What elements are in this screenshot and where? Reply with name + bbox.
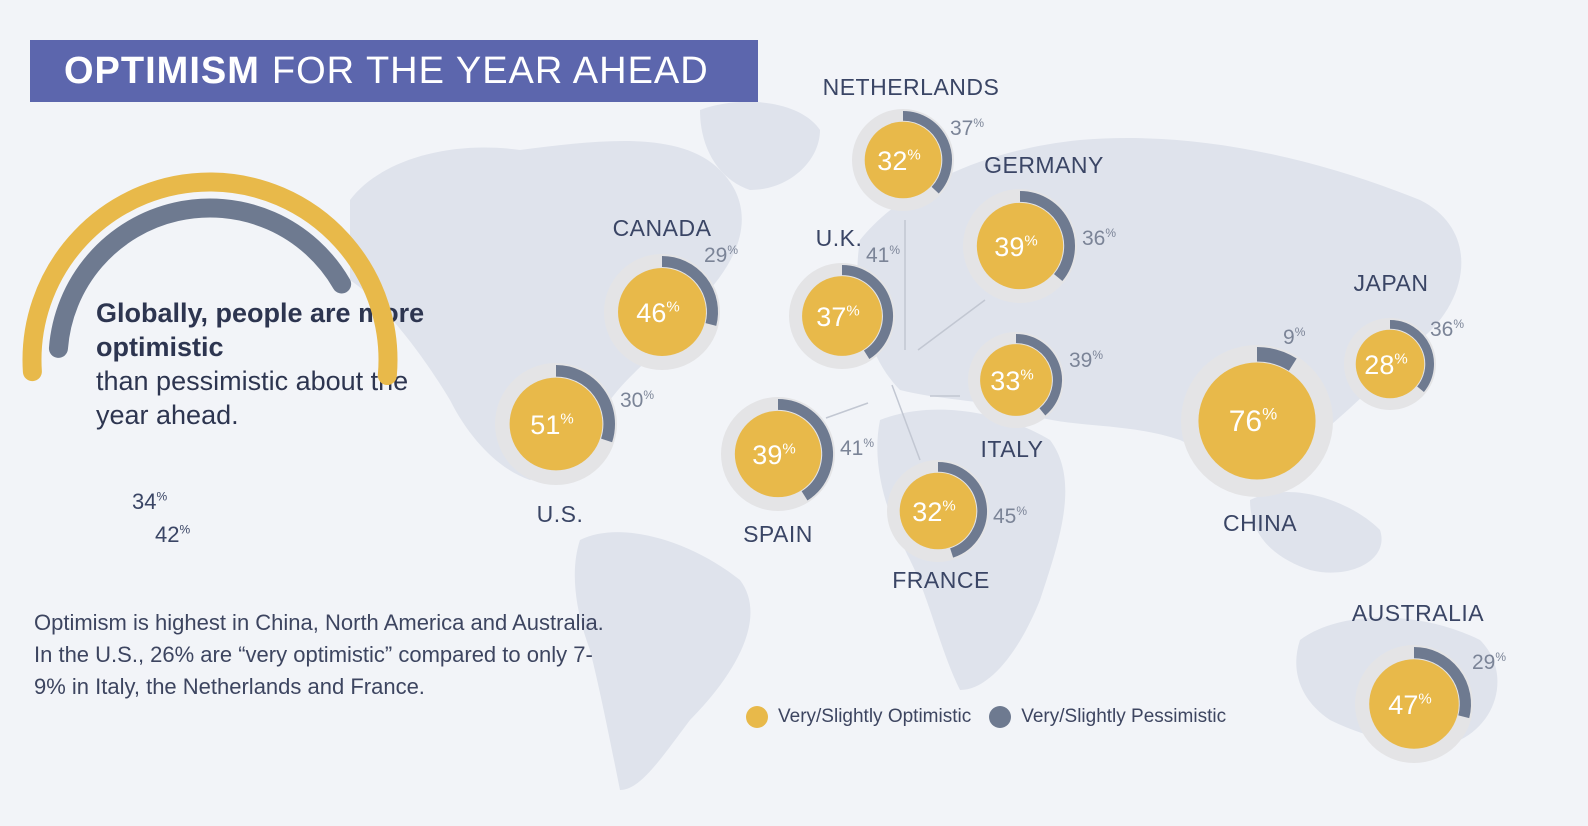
- map-south-america: [574, 532, 751, 790]
- title-banner: OPTIMISM FOR THE YEAR AHEAD: [30, 40, 758, 102]
- leader-line-spain: [825, 402, 869, 419]
- country-label: U.S.: [537, 501, 584, 527]
- country-label: CANADA: [613, 215, 712, 241]
- country-spain: 39% 41% SPAIN: [721, 397, 874, 547]
- country-japan: 28% 36%JAPAN: [1344, 270, 1464, 410]
- optimistic-value: 47%: [1388, 690, 1431, 720]
- pessimistic-arc: [1389, 320, 1434, 393]
- pessimistic-value: 30%: [620, 388, 654, 412]
- optimistic-value: 32%: [912, 497, 955, 527]
- pessimistic-value: 36%: [1430, 317, 1464, 341]
- country-germany: 39% 36% GERMANY: [963, 152, 1116, 303]
- pessimistic-value: 41%: [866, 243, 900, 267]
- headline-rest: than pessimistic about the year ahead.: [96, 366, 409, 430]
- country-label: ITALY: [981, 436, 1044, 462]
- country-australia: 47% 29% AUSTRALIA: [1352, 600, 1506, 763]
- optimistic-circle: [864, 121, 942, 199]
- legend-label-optimistic: Very/Slightly Optimistic: [778, 706, 972, 727]
- optimistic-value: 51%: [530, 410, 573, 440]
- pessimistic-value: 41%: [840, 436, 874, 460]
- optimistic-circle: [1355, 329, 1425, 399]
- map-greenland: [700, 101, 820, 190]
- optimistic-circle: [1369, 659, 1459, 749]
- pessimistic-arc: [1256, 347, 1297, 371]
- pessimistic-arc: [1015, 334, 1062, 416]
- optimistic-value: 46%: [636, 298, 679, 328]
- pessimistic-arc: [661, 256, 718, 326]
- optimistic-circle: [802, 276, 882, 356]
- global-arcs: 34%42%: [22, 172, 398, 547]
- pessimistic-value: 9%: [1283, 325, 1306, 349]
- optimistic-circle: [618, 268, 706, 356]
- pessimistic-value: 39%: [1069, 348, 1103, 372]
- optimistic-circle: [976, 202, 1064, 290]
- country-u-k: 37% 41%U.K.: [789, 225, 900, 369]
- leader-line-germany: [917, 299, 986, 351]
- legend-swatch-optimistic: [746, 706, 768, 728]
- pessimistic-value: 29%: [704, 243, 738, 267]
- legend-item-optimistic: Very/Slightly Optimistic: [746, 706, 971, 728]
- pessimistic-value: 37%: [950, 116, 984, 140]
- global-pessimistic-value: 34%: [132, 489, 167, 514]
- global-optimistic-value: 42%: [155, 522, 190, 547]
- map-north-america: [350, 141, 742, 480]
- pessimistic-value: 36%: [1082, 226, 1116, 250]
- country-label: GERMANY: [984, 152, 1104, 178]
- country-label: U.K.: [816, 225, 863, 251]
- leader-lines: [825, 220, 986, 461]
- optimistic-value: 32%: [877, 146, 920, 176]
- country-china: 76% 9% CHINA: [1181, 325, 1333, 536]
- country-italy: 33% 39% ITALY: [968, 332, 1103, 462]
- optimistic-value: 37%: [816, 302, 859, 332]
- pessimistic-arc: [777, 399, 833, 501]
- optimistic-value: 39%: [994, 232, 1037, 262]
- optimistic-value: 76%: [1229, 405, 1278, 438]
- global-optimistic-arc: [22, 172, 398, 386]
- optimistic-circle: [734, 410, 822, 498]
- country-label: JAPAN: [1354, 270, 1429, 296]
- legend-item-pessimistic: Very/Slightly Pessimistic: [989, 706, 1226, 728]
- pessimistic-value: 29%: [1472, 650, 1506, 674]
- country-france: 32% 45% FRANCE: [887, 460, 1027, 593]
- pessimistic-arc: [1019, 191, 1075, 282]
- optimistic-circle: [899, 472, 977, 550]
- legend-label-pessimistic: Very/Slightly Pessimistic: [1021, 706, 1227, 727]
- optimistic-value: 28%: [1364, 350, 1407, 380]
- pessimistic-arc: [1413, 647, 1471, 719]
- pessimistic-arc: [841, 265, 893, 360]
- country-label: FRANCE: [892, 567, 990, 593]
- legend-swatch-pessimistic: [989, 706, 1012, 728]
- country-netherlands: 32% 37% NETHERLANDS: [823, 74, 1000, 211]
- optimistic-value: 39%: [752, 440, 795, 470]
- optimistic-circle: [980, 344, 1052, 416]
- title-rest: FOR THE YEAR AHEAD: [271, 49, 709, 92]
- footnote: Optimism is highest in China, North Amer…: [34, 610, 604, 699]
- leader-line-france: [891, 384, 921, 461]
- pessimistic-arc: [555, 365, 615, 443]
- country-label: SPAIN: [743, 521, 813, 547]
- legend: Very/Slightly Optimistic Very/Slightly P…: [746, 706, 1244, 728]
- map-southeast-asia: [1250, 491, 1382, 573]
- country-label: CHINA: [1223, 510, 1297, 536]
- optimistic-circle: [1198, 362, 1316, 480]
- global-pessimistic-arc: [48, 198, 352, 358]
- pessimistic-arc: [902, 111, 952, 194]
- country-canada: 46% 29%CANADA: [604, 215, 738, 370]
- pessimistic-arc: [937, 462, 987, 558]
- country-label: NETHERLANDS: [823, 74, 1000, 100]
- pessimistic-value: 45%: [993, 504, 1027, 528]
- optimistic-value: 33%: [990, 366, 1033, 396]
- optimistic-circle: [509, 377, 603, 471]
- country-u-s: 51% 30% U.S.: [495, 363, 654, 527]
- title-strong: OPTIMISM: [64, 49, 260, 92]
- country-label: AUSTRALIA: [1352, 600, 1484, 626]
